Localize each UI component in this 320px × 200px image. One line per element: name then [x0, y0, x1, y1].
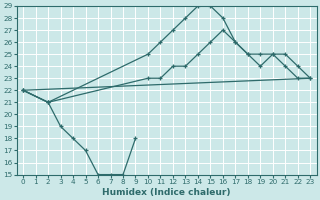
X-axis label: Humidex (Indice chaleur): Humidex (Indice chaleur)	[102, 188, 231, 197]
